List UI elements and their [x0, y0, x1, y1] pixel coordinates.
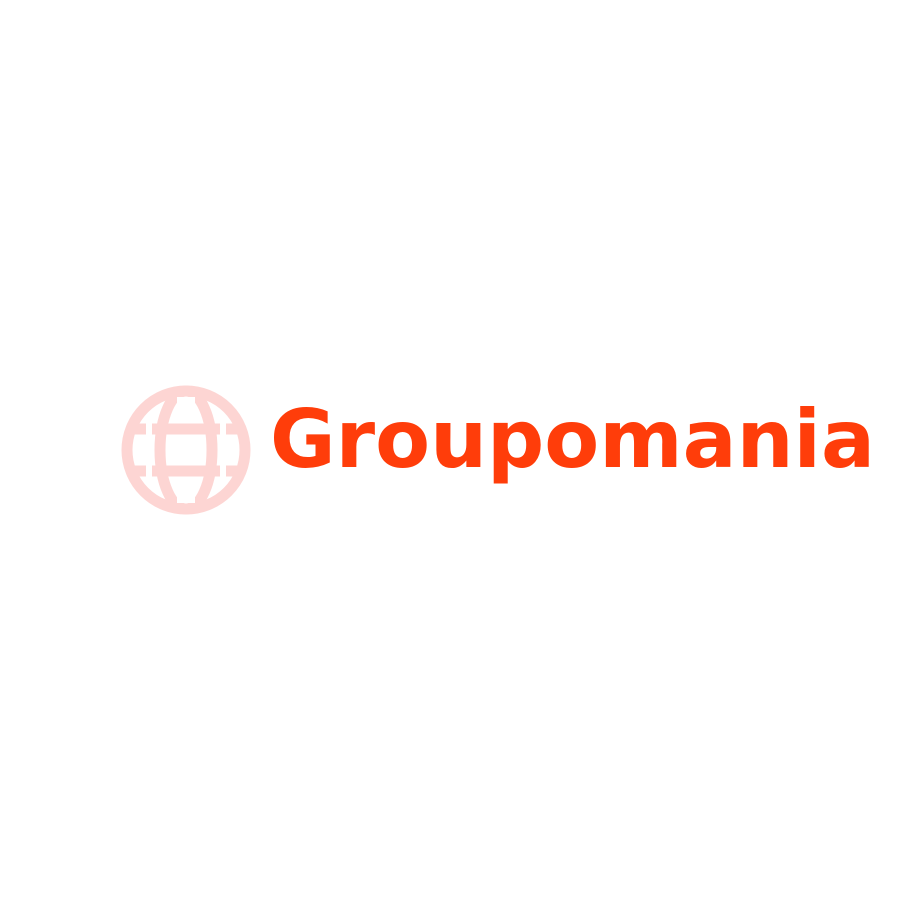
brand-name: Groupomania — [270, 393, 875, 486]
groupomania-logo: Groupomania — [120, 384, 875, 516]
globe-icon — [121, 385, 251, 515]
